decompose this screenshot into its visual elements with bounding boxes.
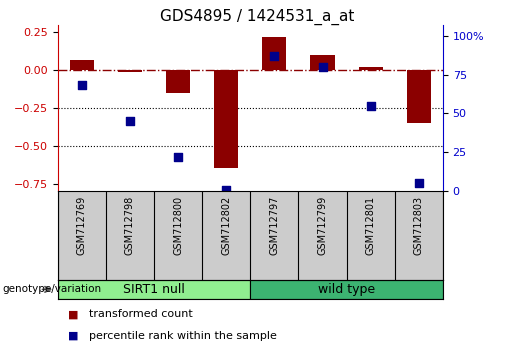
Point (126, 118, 134, 124)
Text: GSM712801: GSM712801 (366, 196, 375, 255)
Bar (358, 67, 383, 70)
Text: GSM712800: GSM712800 (173, 196, 183, 255)
Bar (250, 280, 443, 299)
Text: percentile rank within the sample: percentile rank within the sample (89, 331, 277, 341)
Bar (58, 280, 250, 299)
Bar (118, 70, 142, 72)
Bar (262, 37, 286, 70)
Text: ■: ■ (68, 331, 78, 341)
Point (78, 82, 86, 88)
Bar (407, 70, 431, 123)
Bar (166, 70, 190, 93)
Point (318, 64, 327, 70)
Text: genotype/variation: genotype/variation (3, 284, 101, 295)
Text: GSM712769: GSM712769 (77, 196, 87, 255)
Bar (214, 70, 238, 169)
Text: transformed count: transformed count (89, 309, 192, 319)
Point (222, 187, 230, 193)
Bar (311, 55, 335, 70)
Text: GSM712802: GSM712802 (221, 196, 231, 255)
Point (415, 181, 423, 186)
Text: GSM712798: GSM712798 (125, 196, 135, 255)
Point (174, 154, 182, 160)
Text: GSM712797: GSM712797 (269, 196, 279, 255)
Text: GDS4895 / 1424531_a_at: GDS4895 / 1424531_a_at (160, 9, 355, 25)
Text: wild type: wild type (318, 283, 375, 296)
Text: ■: ■ (68, 309, 78, 319)
Bar (70, 59, 94, 70)
Point (367, 103, 375, 108)
Text: GSM712803: GSM712803 (414, 196, 424, 255)
Text: SIRT1 null: SIRT1 null (123, 283, 185, 296)
Text: GSM712799: GSM712799 (318, 196, 328, 255)
Point (270, 53, 279, 59)
